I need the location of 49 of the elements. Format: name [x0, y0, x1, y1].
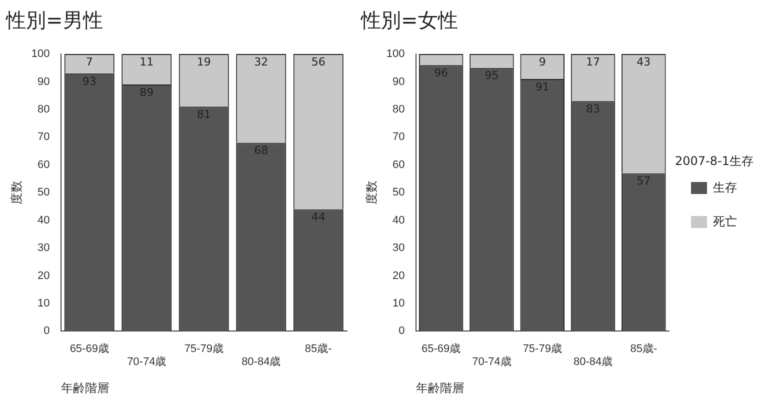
- y-tick-label: 30: [392, 242, 405, 254]
- x-tick-label: 65-69歳: [422, 342, 461, 355]
- y-tick-label: 90: [38, 76, 50, 88]
- y-tick-label: 30: [38, 242, 50, 254]
- x-tick-label: 85歳-: [304, 342, 332, 355]
- x-axis-title: 年齢階層: [416, 381, 464, 396]
- y-tick-label: 90: [392, 76, 405, 88]
- y-tick-label: 100: [31, 48, 50, 60]
- y-tick-label: 20: [38, 270, 50, 282]
- y-axis-title: 度数: [364, 180, 379, 205]
- y-tick-label: 70: [392, 131, 405, 144]
- data-label: 19: [196, 55, 211, 68]
- y-tick-label: 10: [38, 298, 50, 310]
- y-tick-label: 50: [38, 186, 50, 199]
- y-tick-label: 70: [38, 131, 50, 144]
- x-tick-label: 80-84歳: [573, 355, 613, 368]
- legend-label: 生存: [713, 180, 737, 194]
- data-label: 7: [86, 55, 93, 68]
- x-tick-label: 80-84歳: [242, 355, 281, 368]
- y-tick-label: 80: [38, 103, 50, 116]
- data-label: 43: [636, 55, 651, 68]
- data-label: 56: [311, 55, 326, 68]
- y-tick-label: 0: [398, 325, 405, 338]
- x-tick-label: 65-69歳: [70, 342, 109, 355]
- data-label: 9: [538, 55, 546, 68]
- legend-label: 死亡: [713, 214, 737, 228]
- y-tick-label: 50: [392, 186, 405, 199]
- data-label: 32: [254, 55, 268, 68]
- x-tick-label: 70-74歳: [127, 355, 166, 368]
- chart-title: 性別=男性: [5, 8, 103, 32]
- y-tick-label: 40: [392, 214, 405, 226]
- x-tick-label: 70-74歳: [472, 355, 512, 368]
- x-axis-title: 年齢階層: [60, 381, 109, 396]
- x-tick-label: 75-79歳: [522, 342, 562, 355]
- y-tick-label: 60: [38, 158, 50, 171]
- x-tick-label: 75-79歳: [184, 342, 224, 355]
- y-tick-label: 60: [392, 158, 405, 171]
- chart-title: 性別=女性: [360, 8, 458, 32]
- x-tick-label: 85歳-: [630, 342, 658, 355]
- y-axis-title: 度数: [10, 180, 24, 205]
- data-label: 17: [586, 55, 600, 68]
- legend-title: 2007-8-1生存: [675, 154, 754, 168]
- y-tick-label: 100: [386, 48, 405, 60]
- y-tick-label: 10: [392, 298, 405, 310]
- y-tick-label: 40: [38, 214, 50, 226]
- y-tick-label: 20: [392, 270, 405, 282]
- y-tick-label: 0: [44, 325, 50, 338]
- y-tick-label: 80: [392, 103, 405, 116]
- data-label: 11: [140, 55, 154, 68]
